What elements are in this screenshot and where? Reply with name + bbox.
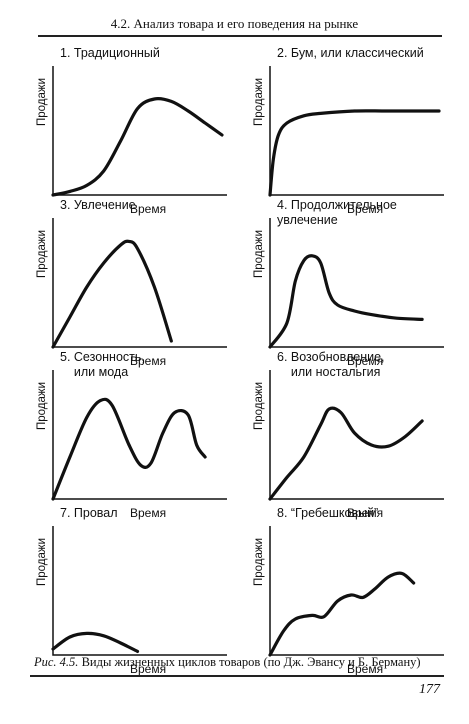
sales-curve <box>51 96 224 197</box>
sales-curve <box>51 239 173 349</box>
x-axis-label: Время <box>130 506 167 520</box>
x-axis-label: Время <box>347 662 384 676</box>
chart-plot <box>268 526 444 657</box>
y-axis-label: Продажи <box>253 77 265 126</box>
y-axis-label: Продажи <box>36 537 48 586</box>
chart-plot <box>268 370 444 501</box>
chart-plot <box>51 370 227 501</box>
chart-title: 4. Продолжительное увлечение <box>277 198 397 227</box>
y-axis-label: Продажи <box>36 229 48 278</box>
page-header: 4.2. Анализ товара и его поведения на ры… <box>110 16 359 31</box>
x-axis-label: Время <box>130 662 167 676</box>
sales-curve <box>268 109 441 197</box>
y-axis-label: Продажи <box>36 381 48 430</box>
sales-curve <box>268 406 424 501</box>
axes <box>269 526 444 656</box>
chart-title: 7. Провал <box>60 506 118 520</box>
y-axis-label: Продажи <box>253 229 265 278</box>
chart-title: 8. “Гребешковый” <box>277 506 379 520</box>
chart-title: 1. Традиционный <box>60 46 160 60</box>
header-rule <box>38 35 442 37</box>
chart-plot <box>51 218 227 349</box>
x-axis-label: Время <box>347 202 384 216</box>
x-axis-label: Время <box>347 506 384 520</box>
sales-curve <box>268 254 424 349</box>
footer-rule <box>30 675 444 677</box>
y-axis-label: Продажи <box>253 537 265 586</box>
chart-plot <box>268 218 444 349</box>
page-number: 177 <box>419 682 440 697</box>
axes <box>52 218 227 348</box>
y-axis-label: Продажи <box>36 77 48 126</box>
chart-plot <box>51 66 227 197</box>
chart-plot <box>51 526 227 656</box>
chart-title: 5. Сезонность, или мода <box>60 350 145 379</box>
x-axis-label: Время <box>347 354 384 368</box>
axes <box>269 66 444 196</box>
figure-caption-text: Виды жизненных циклов товаров (по Дж. Эв… <box>81 655 421 669</box>
x-axis-label: Время <box>130 202 167 216</box>
axes <box>52 526 227 656</box>
chart-title: 3. Увлечение <box>60 198 136 212</box>
sales-curve <box>268 571 416 657</box>
chart-plot <box>268 66 444 197</box>
x-axis-label: Время <box>130 354 167 368</box>
chart-title: 6. Возобновление, или ностальгия <box>277 350 385 379</box>
sales-curve <box>51 397 207 501</box>
figure-caption: Рис. 4.5. Виды жизненных циклов товаров … <box>34 655 454 670</box>
y-axis-label: Продажи <box>253 381 265 430</box>
chart-title: 2. Бум, или классический <box>277 46 424 60</box>
sales-curve <box>51 631 140 653</box>
axes <box>52 66 227 196</box>
figure-number: Рис. 4.5. <box>34 655 79 669</box>
